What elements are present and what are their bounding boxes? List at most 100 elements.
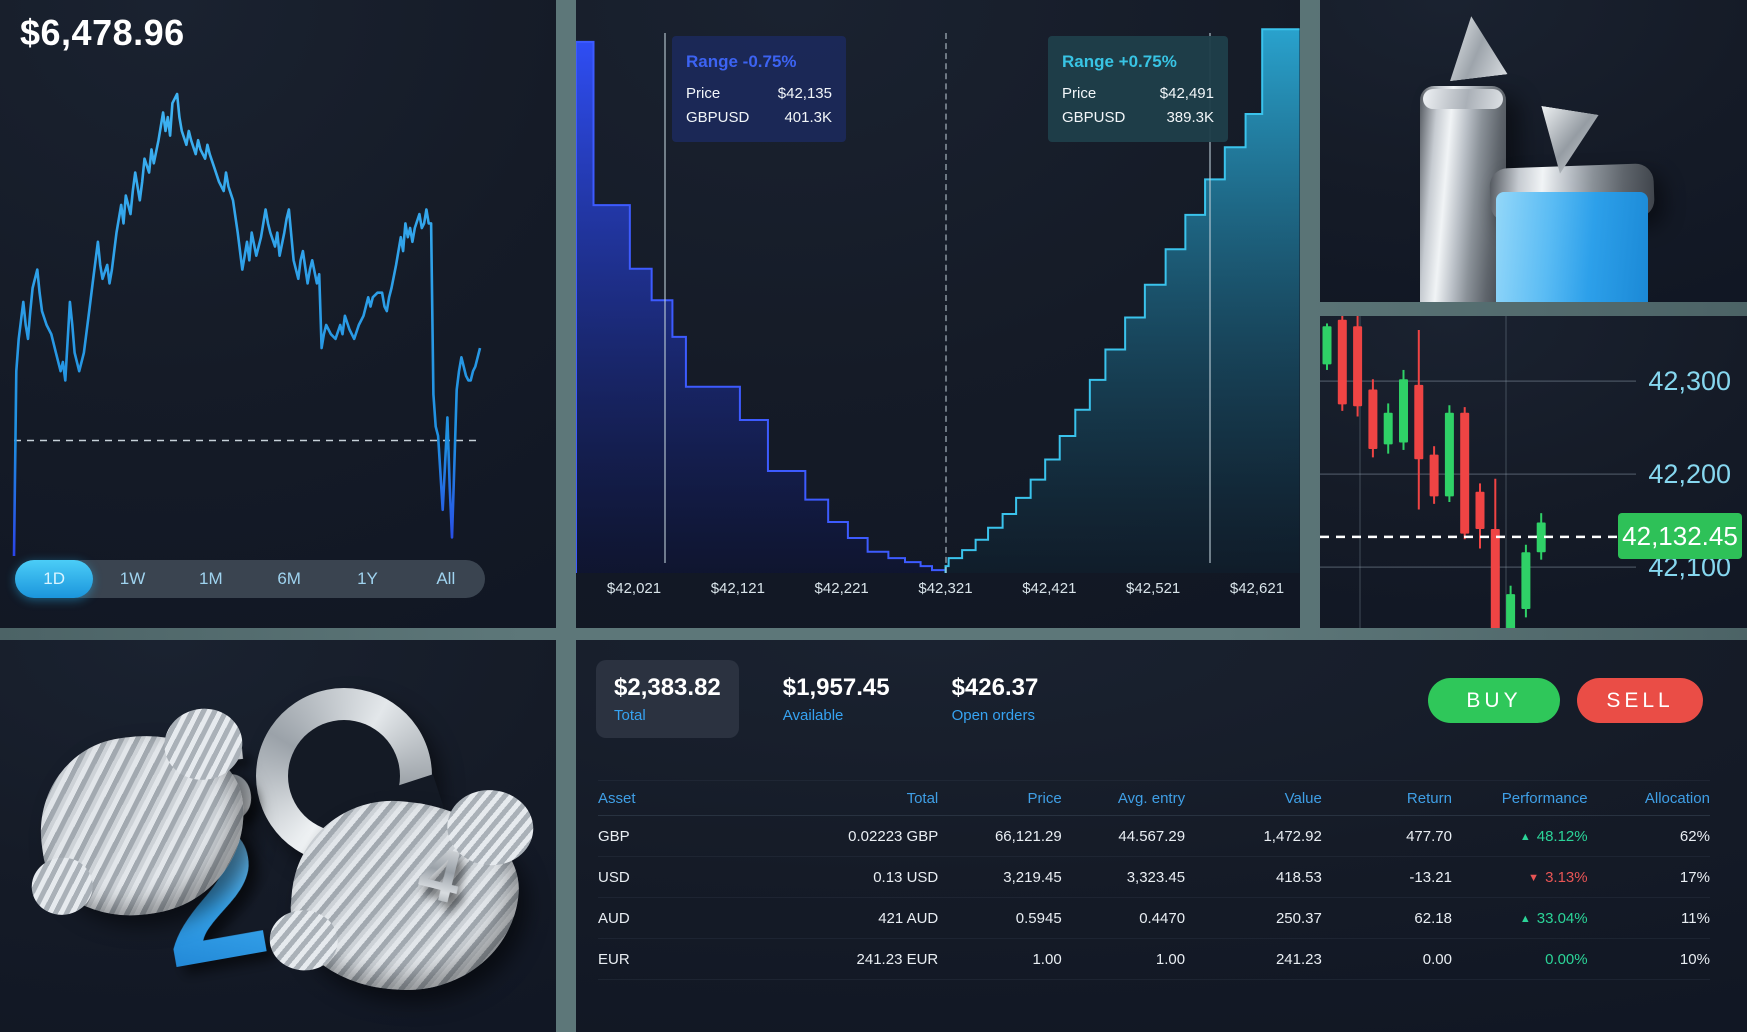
sell-button[interactable]: SELL xyxy=(1577,678,1703,723)
allocation-cell: 62% xyxy=(1679,827,1710,845)
price-cell: 0.5945 xyxy=(1015,909,1062,927)
time-range-1d[interactable]: 1D xyxy=(15,560,94,598)
assets-table: Asset Total Price Avg. entry Value Return Perf… xyxy=(598,780,1710,980)
depth-axis-label: $42,521 xyxy=(1126,580,1181,597)
time-range-1m[interactable]: 1M xyxy=(172,560,250,598)
candle-body xyxy=(1460,412,1470,534)
summary-chip-open-orders[interactable]: $426.37 Open orders xyxy=(934,660,1057,738)
candle-body xyxy=(1429,454,1439,497)
summary-value: $1,957.45 xyxy=(782,674,890,701)
avg-entry-cell: 3,323.45 xyxy=(1126,868,1186,886)
arrow-up-icon: ▲ xyxy=(1519,912,1531,925)
ask-range-marker-line xyxy=(1209,33,1211,563)
performance-cell: ▲ 33.04% xyxy=(1519,909,1588,927)
candle-body xyxy=(1322,326,1332,365)
candle-body xyxy=(1337,319,1347,405)
column-header: Total xyxy=(906,789,939,807)
numbers-brain-illustration-panel: 2 5 4 xyxy=(0,640,556,1032)
account-balance: $6,478.96 xyxy=(20,12,185,53)
candle-body xyxy=(1383,412,1393,445)
column-header: Price xyxy=(1027,789,1062,807)
performance-cell: ▲ 48.12% xyxy=(1519,827,1588,845)
ask-pair-label: GBPUSD xyxy=(1062,109,1126,127)
depth-chart-panel: Range -0.75% Price $42,135 GBPUSD 401.3K R… xyxy=(576,0,1300,628)
column-header: Performance xyxy=(1501,789,1588,807)
candle-body xyxy=(1399,379,1408,443)
candle-body xyxy=(1521,552,1531,609)
summary-value: $426.37 xyxy=(951,674,1039,701)
time-range-6m[interactable]: 6M xyxy=(250,560,328,598)
price-cell: 66,121.29 xyxy=(994,827,1062,845)
depth-chart[interactable] xyxy=(576,0,1300,573)
total-cell: 421 AUD xyxy=(878,909,939,927)
table-row[interactable]: EUR 241.23 EUR 1.00 1.00 241.23 0.00 0.00% 10% xyxy=(598,939,1710,980)
candle-body xyxy=(1490,528,1500,628)
price-cell: 3,219.45 xyxy=(1003,868,1062,886)
column-header: Avg. entry xyxy=(1117,789,1186,807)
price-cell: 1.00 xyxy=(1032,950,1062,968)
summary-label: Available xyxy=(782,707,844,724)
candle-body xyxy=(1368,389,1378,449)
value-cell: 418.53 xyxy=(1275,868,1322,886)
column-header: Allocation xyxy=(1644,789,1710,807)
allocation-cell: 11% xyxy=(1681,909,1710,927)
asset-cell: EUR xyxy=(598,950,630,968)
depth-axis-label: $42,221 xyxy=(814,580,869,597)
performance-cell: ▼ 3.13% xyxy=(1528,868,1588,886)
candle-body xyxy=(1414,384,1424,460)
balance-line xyxy=(12,92,482,557)
allocation-cell: 17% xyxy=(1679,868,1710,886)
value-cell: 241.23 xyxy=(1275,950,1322,968)
table-row[interactable]: GBP 0.02223 GBP 66,121.29 44.567.29 1,472.92… xyxy=(598,816,1710,857)
asset-cell: AUD xyxy=(598,909,630,927)
time-range-selector: 1D 1W 1M 6M 1Y All xyxy=(15,560,485,598)
ask-volume-value: 389.3K xyxy=(1166,109,1214,127)
avg-entry-cell: 0.4470 xyxy=(1139,909,1186,927)
depth-axis-label: $42,121 xyxy=(710,580,765,597)
column-header: Value xyxy=(1284,789,1322,807)
candle-body xyxy=(1444,412,1454,497)
summary-chip-available[interactable]: $1,957.45 Available xyxy=(765,660,908,738)
time-range-1y[interactable]: 1Y xyxy=(328,560,406,598)
bid-range-tooltip: Range -0.75% Price $42,135 GBPUSD 401.3K xyxy=(672,36,846,143)
portfolio-summary: $2,383.82 Total $1,957.45 Available $426.37 O… xyxy=(596,660,1082,738)
balance-line-chart[interactable] xyxy=(12,86,498,558)
last-price-badge: 42,132.45 xyxy=(1618,512,1742,559)
price-axis-label: 42,300 xyxy=(1648,366,1731,397)
bid-price-label: Price xyxy=(686,85,721,103)
bids-outline xyxy=(576,40,946,573)
ask-price-value: $42,491 xyxy=(1159,85,1214,103)
bid-range-marker-line xyxy=(664,33,666,563)
ask-range-title: Range +0.75% xyxy=(1062,52,1177,71)
table-row[interactable]: AUD 421 AUD 0.5945 0.4470 250.37 62.18 ▲ 33.04%… xyxy=(598,898,1710,939)
summary-label: Open orders xyxy=(951,707,1035,724)
arrow-down-icon: ▼ xyxy=(1528,871,1540,884)
bid-range-title: Range -0.75% xyxy=(686,52,797,71)
table-row[interactable]: USD 0.13 USD 3,219.45 3,323.45 418.53 -13.21 ▼… xyxy=(598,857,1710,898)
summary-chip-total[interactable]: $2,383.82 Total xyxy=(596,660,739,738)
silver-bar-3d xyxy=(1420,86,1506,302)
buy-button[interactable]: BUY xyxy=(1428,678,1560,723)
performance-cell: 0.00% xyxy=(1545,950,1588,968)
allocation-cell: 10% xyxy=(1679,950,1710,968)
total-cell: 241.23 EUR xyxy=(856,950,939,968)
candlestick-chart[interactable] xyxy=(1320,316,1747,628)
candle-body xyxy=(1536,522,1546,553)
value-cell: 250.37 xyxy=(1275,909,1322,927)
mid-price-dashed-line xyxy=(945,33,947,573)
depth-axis-label: $42,321 xyxy=(918,580,973,597)
candle-body xyxy=(1506,594,1516,628)
ask-price-label: Price xyxy=(1062,85,1097,103)
total-cell: 0.13 USD xyxy=(873,868,939,886)
avg-entry-cell: 1.00 xyxy=(1155,950,1186,968)
asks-area xyxy=(945,29,1300,573)
time-range-all[interactable]: All xyxy=(407,560,485,598)
asks-outline xyxy=(944,28,1300,573)
ask-range-tooltip: Range +0.75% Price $42,491 GBPUSD 389.3K xyxy=(1048,36,1228,143)
candlestick-panel: 42,300 42,200 42,100 42,132.45 xyxy=(1320,316,1747,628)
time-range-1w[interactable]: 1W xyxy=(93,560,171,598)
column-header: Asset xyxy=(598,789,636,807)
asset-cell: GBP xyxy=(598,827,630,845)
portfolio-panel: $2,383.82 Total $1,957.45 Available $426.37 O… xyxy=(576,640,1747,1032)
